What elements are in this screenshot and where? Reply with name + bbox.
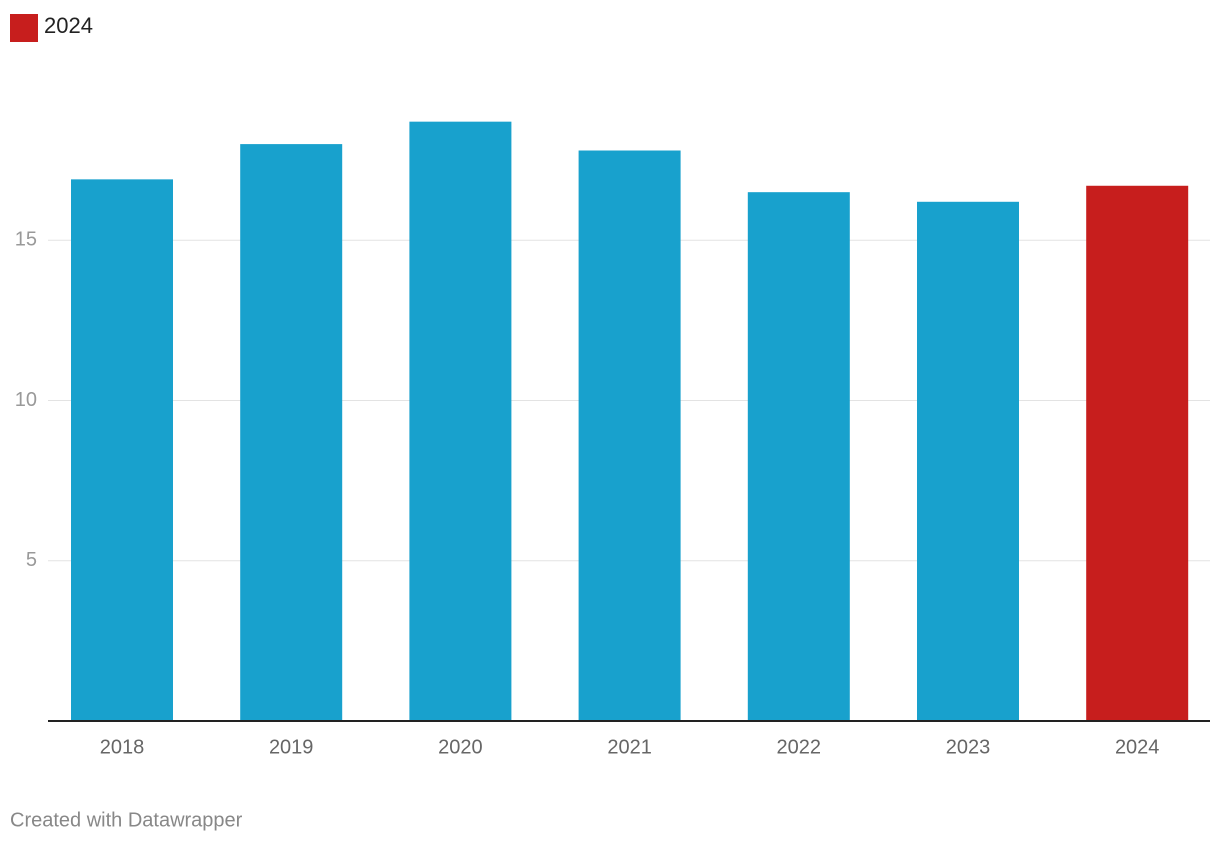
legend-swatch — [10, 14, 38, 42]
bar — [917, 201, 1019, 722]
bar — [747, 192, 850, 722]
bar — [409, 121, 512, 722]
x-tick-label: 2019 — [269, 736, 314, 758]
x-tick-label: 2020 — [438, 736, 483, 758]
x-tick-label: 2022 — [777, 736, 822, 758]
bar — [71, 179, 173, 722]
x-tick-label: 2021 — [607, 736, 652, 758]
legend-label: 2024 — [44, 13, 93, 38]
bar — [578, 150, 681, 721]
y-tick-label: 5 — [26, 549, 37, 571]
y-tick-label: 15 — [15, 229, 37, 251]
x-tick-label: 2018 — [100, 736, 145, 758]
footer: Created with Datawrapper — [10, 809, 243, 831]
x-tick-label: 2023 — [946, 736, 991, 758]
y-tick-label: 10 — [15, 389, 37, 411]
x-tick-label: 2024 — [1115, 736, 1160, 758]
bar — [1086, 185, 1189, 721]
bar — [240, 144, 343, 722]
